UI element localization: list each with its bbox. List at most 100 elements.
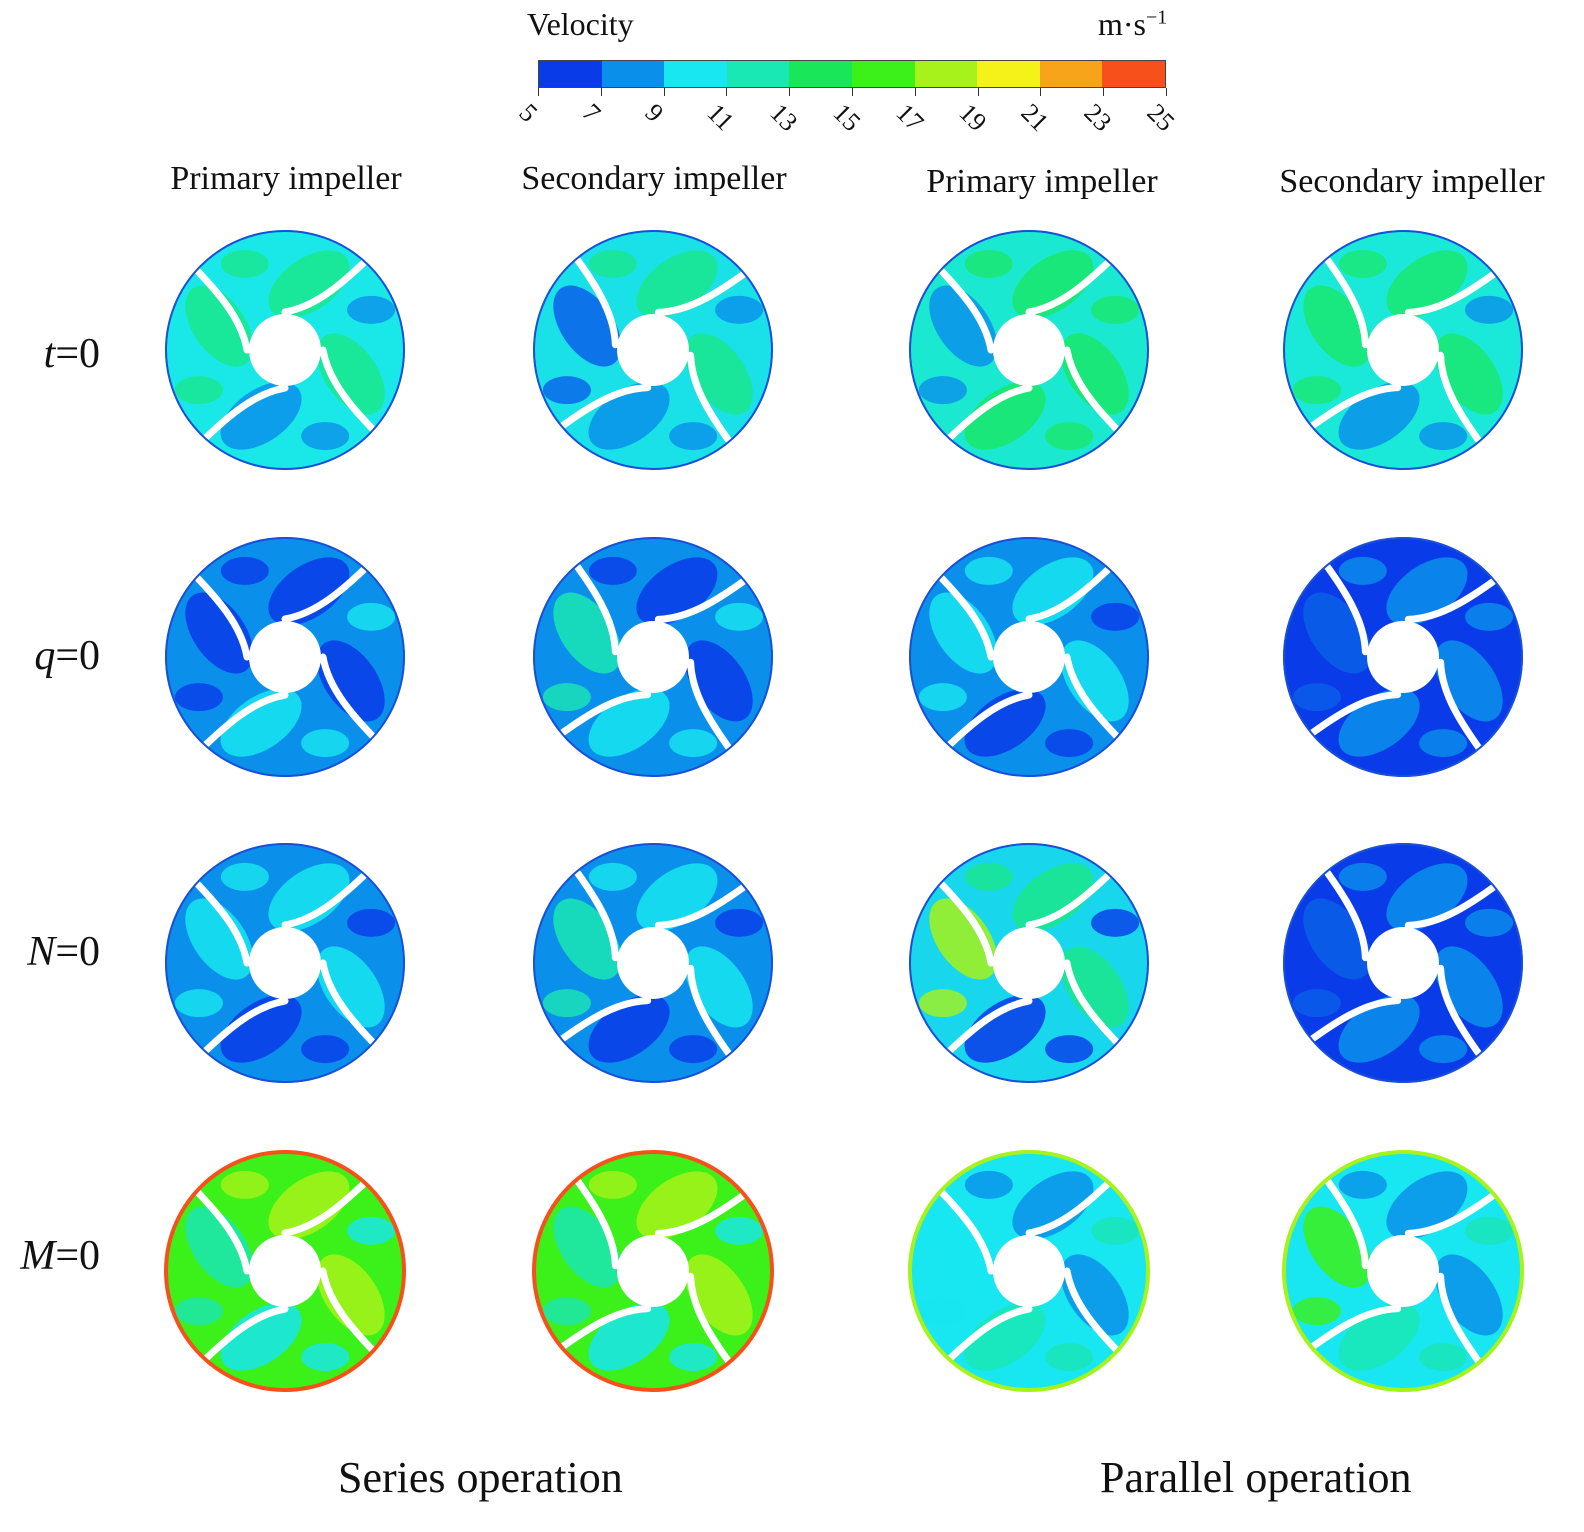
contour-region — [1045, 1035, 1094, 1064]
contour-region — [1292, 1297, 1341, 1326]
column-header-3: Primary impeller — [926, 163, 1158, 200]
impeller-hub — [1367, 927, 1439, 999]
colorbar-segment — [789, 61, 852, 87]
contour-region — [220, 688, 302, 757]
impeller-rim — [1283, 843, 1523, 1083]
contour-region — [347, 295, 396, 324]
impeller-hub — [993, 314, 1065, 386]
contour-region — [174, 989, 223, 1018]
impeller-rim — [164, 1150, 406, 1392]
impeller-contour — [165, 537, 405, 777]
contour-region — [185, 592, 254, 674]
contour-region — [1045, 729, 1094, 758]
impeller-contour — [1283, 843, 1523, 1083]
impeller-rim — [1283, 537, 1523, 777]
impeller-rim — [165, 843, 405, 1083]
impeller-contour — [164, 1150, 406, 1392]
colorbar-unit-exponent: −1 — [1146, 6, 1168, 29]
contour-region — [316, 640, 385, 722]
contour-region — [542, 683, 591, 712]
colorbar-segment — [851, 61, 915, 87]
contour-region — [174, 683, 223, 712]
impeller-rim — [532, 1150, 774, 1392]
contour-region — [316, 333, 385, 415]
contour-region — [174, 376, 223, 405]
contour-region — [918, 683, 967, 712]
colorbar-tick-label: 13 — [764, 98, 804, 137]
row-var-q: q — [34, 633, 56, 679]
colorbar-unit: m·s−1 — [1098, 6, 1167, 43]
impeller-rim — [165, 230, 405, 470]
contour-region — [220, 1302, 302, 1371]
row-label-q: q=0 — [0, 632, 100, 680]
colorbar-segment — [977, 61, 1040, 87]
contour-region — [1045, 1343, 1094, 1372]
contour-region — [964, 381, 1046, 450]
colorbar-tick-label: 11 — [701, 98, 741, 137]
contour-region — [1060, 1254, 1129, 1336]
row-label-m: M=0 — [0, 1232, 100, 1280]
contour-region — [347, 1216, 396, 1245]
contour-region — [542, 989, 591, 1018]
contour-region — [669, 1343, 718, 1372]
contour-region — [918, 376, 967, 405]
row-var-t: t — [43, 331, 56, 377]
impeller-hub — [617, 927, 689, 999]
contour-region — [1012, 863, 1094, 932]
contour-region — [964, 688, 1046, 757]
contour-region — [1338, 1170, 1387, 1199]
contour-region — [1292, 683, 1341, 712]
colorbar-segment — [1102, 61, 1165, 87]
impeller-hub — [1367, 1235, 1439, 1307]
contour-region — [316, 946, 385, 1028]
contour-region — [1045, 422, 1094, 451]
impeller-contour — [533, 537, 773, 777]
contour-region — [588, 556, 637, 585]
colorbar-ticks: 5 7 9 11 13 15 17 19 21 23 25 — [513, 88, 1180, 148]
colorbar-tick — [600, 88, 602, 96]
row-label-n: N=0 — [0, 928, 100, 976]
contour-region — [929, 285, 998, 367]
impeller-rim — [908, 1150, 1150, 1392]
colorbar-tick-label: 23 — [1078, 98, 1118, 137]
contour-region — [669, 1035, 718, 1064]
row-var-n: N — [27, 929, 56, 975]
impeller-contour — [909, 230, 1149, 470]
contour-region — [1091, 602, 1140, 631]
contour-region — [715, 908, 764, 937]
colorbar-segment — [914, 61, 978, 87]
impeller-rim — [909, 537, 1149, 777]
contour-region — [964, 1170, 1013, 1199]
contour-region — [964, 556, 1013, 585]
contour-region — [220, 862, 269, 891]
contour-region — [588, 249, 637, 278]
contour-region — [185, 898, 254, 980]
impeller-rim — [909, 230, 1149, 470]
colorbar-tick-label: 25 — [1141, 98, 1181, 137]
contour-region — [1012, 557, 1094, 626]
impeller-hub — [617, 1235, 689, 1307]
contour-region — [174, 1297, 223, 1326]
colorbar-tick-label: 21 — [1015, 98, 1055, 137]
contour-region — [1091, 1216, 1140, 1245]
contour-region — [1292, 989, 1341, 1018]
contour-region — [964, 994, 1046, 1063]
impeller-contour — [1283, 537, 1523, 777]
contour-region — [1060, 333, 1129, 415]
contour-region — [918, 989, 967, 1018]
colorbar-unit-base: m·s — [1098, 6, 1146, 42]
impeller-contour — [532, 1150, 774, 1392]
contour-region — [588, 862, 637, 891]
impeller-contour — [909, 843, 1149, 1083]
row-var-m: M — [20, 1233, 56, 1279]
impeller-contour — [909, 537, 1149, 777]
contour-region — [542, 1297, 591, 1326]
contour-region — [669, 422, 718, 451]
colorbar-tick-label: 19 — [953, 98, 992, 137]
colorbar-tick-label: 9 — [639, 98, 669, 128]
contour-region — [268, 250, 350, 319]
colorbar-tick — [1166, 88, 1167, 96]
row-label-t: t=0 — [0, 330, 100, 378]
contour-region — [542, 376, 591, 405]
contour-region — [220, 381, 302, 450]
